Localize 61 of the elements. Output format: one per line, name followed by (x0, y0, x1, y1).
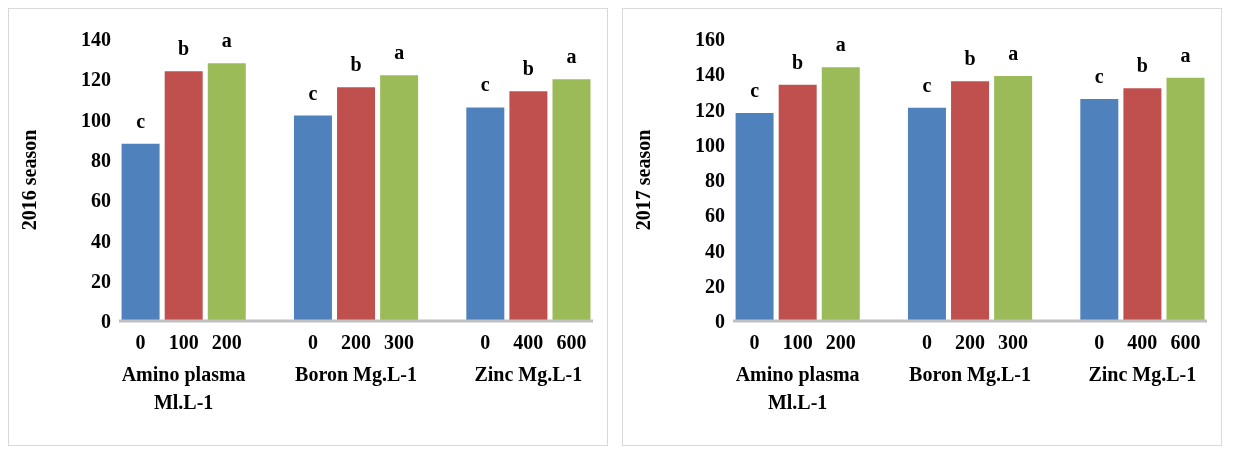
x-tick-label: 0 (921, 331, 932, 353)
data-label: a (221, 29, 232, 52)
data-label: c (136, 109, 146, 132)
y-tick-label: 40 (91, 229, 111, 252)
data-label: b (1136, 54, 1148, 77)
y-tick-label: 120 (695, 98, 725, 121)
y-axis-title: 2017 season (632, 129, 655, 231)
x-tick-label: 600 (1170, 331, 1201, 353)
x-tick-label: 200 (211, 331, 242, 353)
data-label: b (964, 47, 976, 70)
data-label: a (1180, 43, 1191, 66)
y-tick-label: 120 (81, 68, 111, 91)
y-tick-label: 20 (705, 274, 725, 297)
x-tick-label: 300 (384, 331, 415, 353)
y-tick-label: 80 (705, 169, 725, 192)
data-label: b (178, 37, 190, 60)
x-tick-label: 100 (168, 331, 199, 353)
text: Amino plasma Ml.L-1 (121, 363, 246, 413)
x-tick-label: 400 (513, 331, 544, 353)
y-tick-label: 140 (695, 63, 725, 86)
data-label: c (480, 73, 490, 96)
y-axis-title: 2016 season (18, 129, 41, 231)
x-tick-label: 400 (1127, 331, 1158, 353)
text: Boron Mg.L-1 (909, 363, 1031, 386)
y-tick-label: 60 (91, 189, 111, 212)
data-label: c (922, 73, 932, 96)
data-label: a (394, 41, 405, 64)
data-label: c (750, 79, 760, 102)
text: Boron Mg.L-1 (295, 363, 417, 386)
x-tick-label: 300 (998, 331, 1029, 353)
x-tick-label: 600 (556, 331, 587, 353)
y-tick-label: 160 (695, 28, 725, 51)
y-tick-label: 0 (101, 310, 111, 333)
data-label: b (792, 50, 804, 73)
text: Amino plasma Ml.L-1 (735, 363, 860, 413)
x-tick-label: 200 (825, 331, 856, 353)
x-tick-label: 0 (749, 331, 760, 353)
y-tick-label: 100 (695, 133, 725, 156)
y-tick-label: 80 (91, 148, 111, 171)
data-label: c (308, 81, 318, 104)
data-label: a (1008, 42, 1019, 65)
y-tick-label: 100 (81, 108, 111, 131)
y-tick-label: 60 (705, 204, 725, 227)
x-tick-label: 0 (135, 331, 146, 353)
x-tick-label: 200 (341, 331, 371, 353)
y-tick-label: 40 (705, 239, 725, 262)
data-label: b (350, 53, 362, 76)
data-label: a (835, 33, 846, 56)
data-label: b (522, 57, 534, 80)
x-tick-label: 200 (955, 331, 985, 353)
text: Zinc Mg.L-1 (474, 363, 583, 386)
x-tick-label: 0 (307, 331, 318, 353)
x-tick-label: 0 (480, 331, 491, 353)
data-label: a (566, 45, 577, 68)
y-tick-label: 140 (81, 28, 111, 51)
text: Zinc Mg.L-1 (1088, 363, 1197, 386)
x-tick-label: 100 (782, 331, 813, 353)
y-tick-label: 0 (715, 310, 725, 333)
data-label: c (1094, 64, 1104, 87)
y-tick-label: 20 (91, 269, 111, 292)
x-tick-label: 0 (1094, 331, 1105, 353)
